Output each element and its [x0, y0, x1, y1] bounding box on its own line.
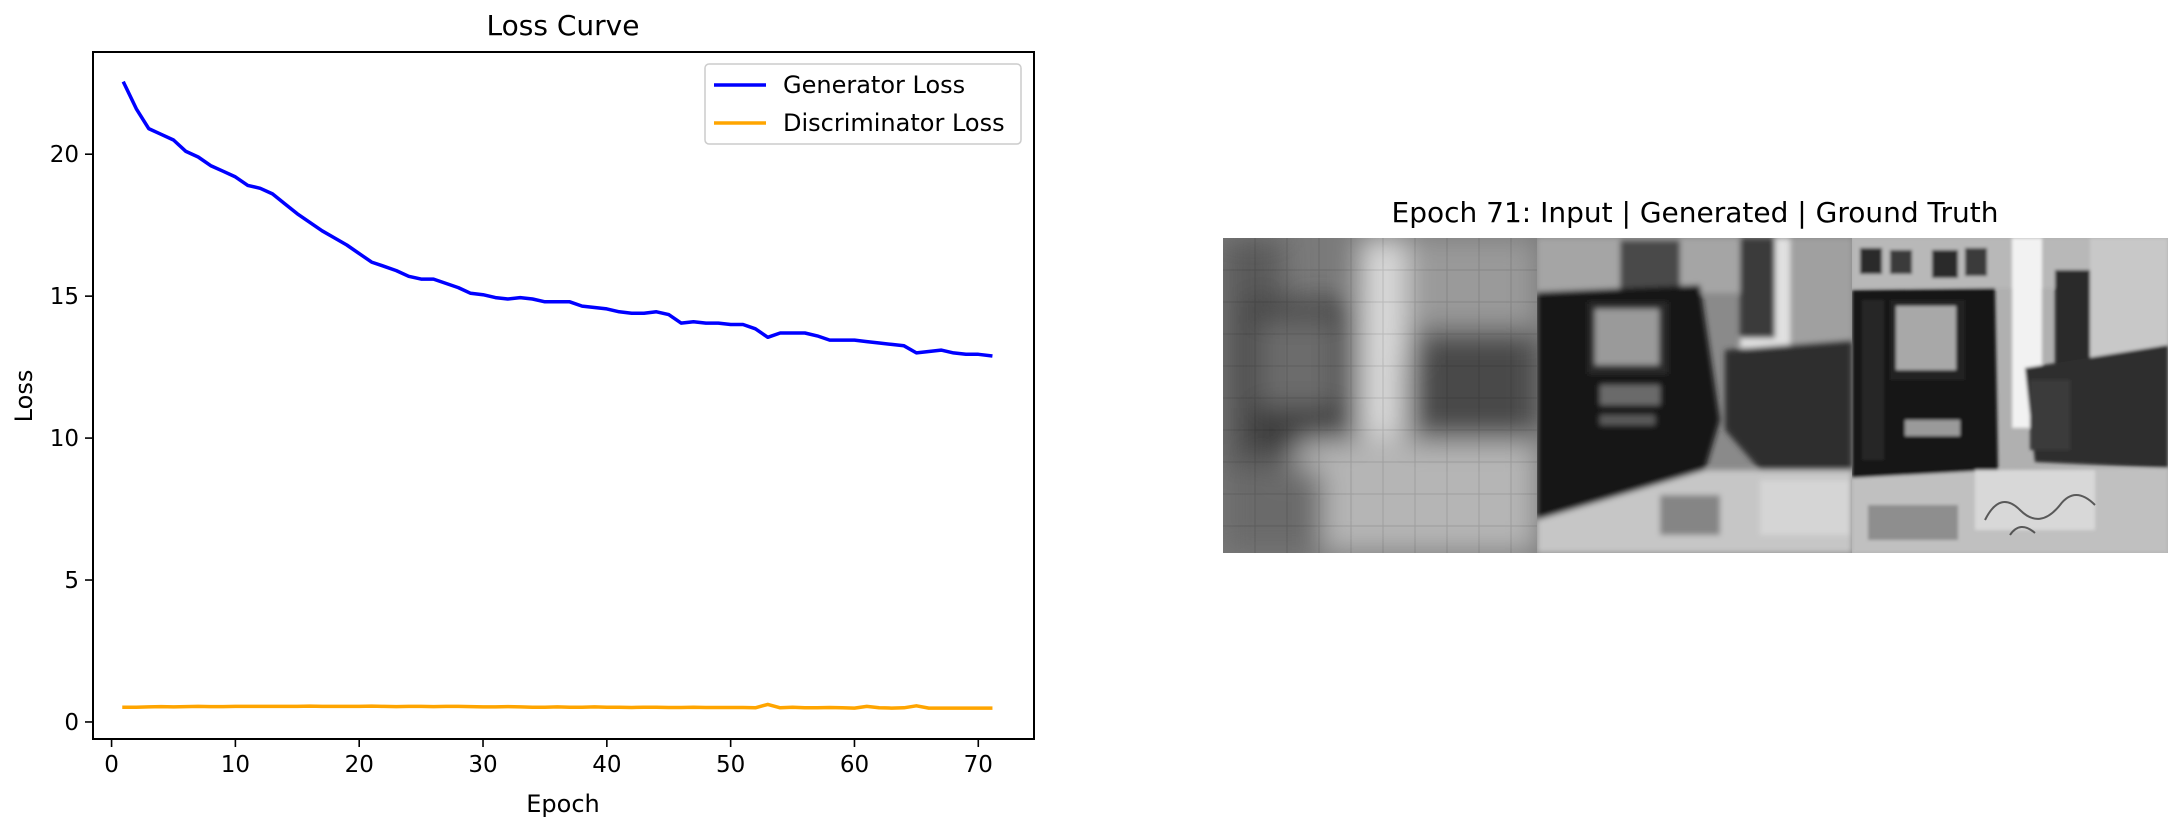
x-tick-label: 10: [221, 752, 250, 778]
x-tick-label: 50: [716, 752, 745, 778]
plot-area: [93, 52, 1034, 739]
y-axis-label: Loss: [10, 370, 38, 423]
x-tick-label: 0: [104, 752, 119, 778]
input-image: [1223, 238, 1537, 553]
x-axis-ticks: 0 10 20 30 40 50 60 70: [104, 739, 993, 778]
series-line-discriminator-loss: [122, 702, 993, 710]
series-line-generator-loss: [121, 80, 993, 358]
y-tick-label: 5: [64, 568, 79, 594]
x-tick-label: 30: [468, 752, 497, 778]
y-tick-label: 10: [50, 426, 79, 452]
y-tick-label: 20: [50, 142, 79, 168]
x-tick-label: 40: [592, 752, 621, 778]
series-layer: [121, 80, 993, 710]
legend-label-generator-loss: Generator Loss: [783, 71, 965, 99]
loss-chart: Loss Curve 0 10 20 30 40 50 60 70 0 5 10 15 20 Epoc…: [10, 9, 1035, 818]
image-panel-title: Epoch 71: Input | Generated | Ground Tru…: [1392, 196, 1999, 229]
y-tick-label: 15: [50, 284, 79, 310]
legend-frame: [704, 63, 1022, 145]
generated-image: [1537, 238, 1852, 553]
image-comparison-panel: Epoch 71: Input | Generated | Ground Tru…: [1223, 196, 2168, 553]
x-axis-label: Epoch: [526, 790, 600, 818]
x-tick-label: 20: [345, 752, 374, 778]
x-tick-label: 60: [840, 752, 869, 778]
x-tick-label: 70: [964, 752, 993, 778]
ground-truth-image: [1852, 238, 2168, 553]
chart-title: Loss Curve: [487, 9, 640, 42]
y-axis-ticks: 0 5 10 15 20: [50, 142, 93, 736]
plot-frame: [92, 51, 1035, 740]
legend-label-discriminator-loss: Discriminator Loss: [783, 109, 1005, 137]
legend: Generator Loss Discriminator Loss: [704, 63, 1022, 145]
y-tick-label: 0: [64, 710, 79, 736]
